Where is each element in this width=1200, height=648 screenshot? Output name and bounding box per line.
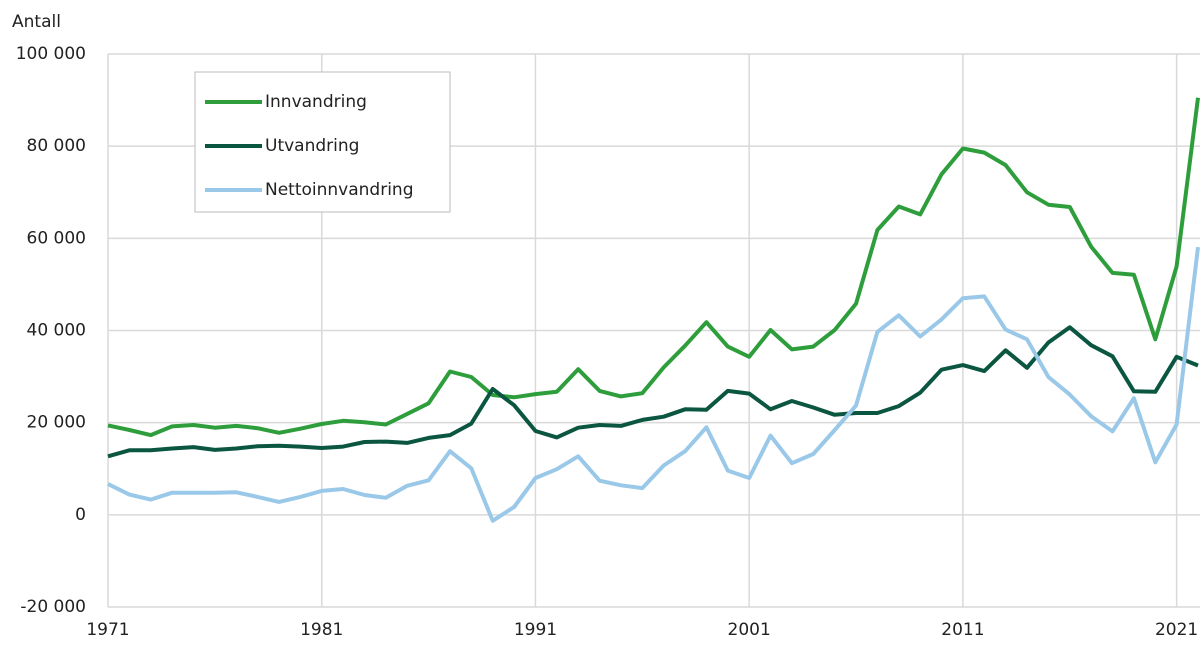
y-tick-label: 80 000 bbox=[27, 136, 86, 156]
y-tick-label: 0 bbox=[75, 505, 86, 525]
x-tick-label: 1971 bbox=[86, 620, 129, 640]
legend: Innvandring Utvandring Nettoinnvandring bbox=[194, 71, 451, 213]
series-line bbox=[107, 246, 1200, 523]
x-tick-label: 2021 bbox=[1155, 620, 1198, 640]
y-axis-label: Antall bbox=[12, 12, 61, 32]
legend-label: Innvandring bbox=[265, 92, 367, 112]
x-tick-label: 2011 bbox=[941, 620, 984, 640]
y-tick-label: 100 000 bbox=[16, 44, 86, 64]
series-line bbox=[107, 97, 1200, 438]
y-tick-label: -20 000 bbox=[20, 597, 86, 617]
x-tick-label: 2001 bbox=[728, 620, 771, 640]
y-tick-label: 40 000 bbox=[27, 321, 86, 341]
y-tick-label: 60 000 bbox=[27, 228, 86, 248]
legend-label: Utvandring bbox=[265, 136, 359, 156]
x-tick-label: 1991 bbox=[514, 620, 557, 640]
series-line bbox=[107, 325, 1199, 459]
x-tick-label: 1981 bbox=[300, 620, 343, 640]
y-tick-label: 20 000 bbox=[27, 413, 86, 433]
legend-label: Nettoinnvandring bbox=[265, 180, 414, 200]
